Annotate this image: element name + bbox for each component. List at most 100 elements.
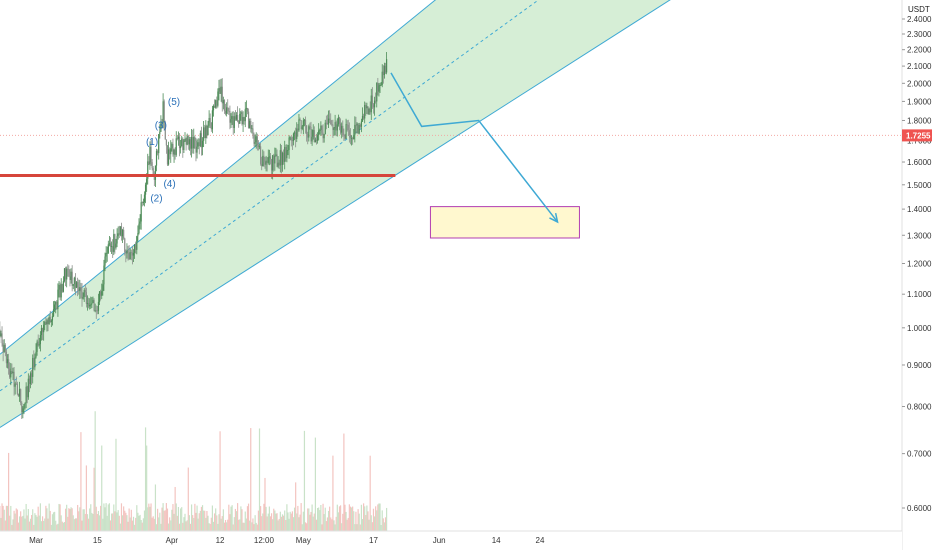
- candle-body: [46, 320, 48, 325]
- volume-bar: [83, 509, 85, 531]
- volume-bar: [255, 522, 257, 531]
- channel-lower-line[interactable]: [0, 0, 796, 428]
- candle-body: [330, 120, 332, 125]
- candle-body: [313, 130, 315, 143]
- volume-bar: [55, 520, 57, 531]
- volume-bar: [286, 504, 288, 531]
- candle-body: [347, 124, 349, 131]
- candle-body: [94, 310, 96, 312]
- candle-body: [195, 140, 197, 153]
- projection-path[interactable]: [390, 72, 559, 223]
- volume-bar: [39, 503, 41, 531]
- volume-bar: [40, 521, 43, 531]
- volume-bar: [149, 506, 151, 531]
- volume-bar: [252, 518, 254, 531]
- candle-body: [343, 134, 345, 136]
- target-zone-box[interactable]: [429, 206, 580, 239]
- volume-bar: [263, 503, 265, 531]
- candle-body: [223, 100, 226, 111]
- volume-bar: [158, 517, 160, 531]
- candle-body: [209, 117, 211, 123]
- volume-bar: [237, 503, 239, 531]
- candle-body: [337, 117, 339, 125]
- candle-body: [82, 296, 84, 299]
- volume-bar: [373, 516, 376, 531]
- candle-body: [205, 125, 207, 138]
- volume-bar: [97, 511, 100, 531]
- volume-bar: [321, 524, 323, 531]
- volume-bar: [318, 507, 320, 531]
- candle-body: [39, 334, 41, 345]
- volume-bar: [343, 433, 345, 531]
- candle-body: [38, 344, 40, 346]
- wave-label[interactable]: (1): [146, 137, 158, 148]
- candle-body: [68, 269, 70, 277]
- wave-label[interactable]: (3): [155, 120, 167, 131]
- wave-label[interactable]: (4): [163, 179, 175, 190]
- candle-body: [175, 138, 177, 155]
- wave-label[interactable]: (5): [168, 97, 180, 108]
- candle-body: [226, 107, 228, 114]
- volume-bar: [249, 520, 251, 531]
- y-tick-label: 2.3000: [907, 30, 932, 39]
- candle-body: [25, 386, 27, 403]
- volume-bar: [96, 513, 98, 531]
- volume-bar: [106, 515, 108, 531]
- candle-body: [44, 321, 46, 325]
- candle-body: [84, 289, 86, 293]
- candle-body: [309, 126, 311, 128]
- volume-bar: [16, 509, 18, 531]
- volume-bar: [8, 452, 10, 531]
- candle-body: [267, 157, 269, 163]
- volume-bar: [320, 504, 322, 531]
- candle-body: [169, 149, 171, 155]
- volume-bar: [10, 505, 12, 531]
- candle-body: [172, 143, 174, 155]
- candle-body: [262, 155, 264, 167]
- volume-bar: [182, 522, 184, 531]
- volume-bar: [125, 512, 127, 531]
- candle-body: [4, 344, 6, 352]
- candle-body: [363, 115, 365, 119]
- candle-body: [71, 271, 73, 286]
- candle-body: [314, 139, 316, 143]
- wave-label[interactable]: (2): [150, 194, 162, 205]
- volume-bar: [105, 503, 107, 531]
- volume-bar: [18, 516, 21, 531]
- candle-body: [286, 150, 288, 159]
- candle-body: [378, 85, 380, 92]
- candle-body: [48, 317, 50, 324]
- candle-body: [117, 233, 119, 237]
- volume-bar: [102, 518, 104, 531]
- volume-bar: [6, 505, 9, 531]
- volume-bar: [37, 506, 39, 531]
- volume-bar: [215, 508, 217, 531]
- candle-body: [284, 147, 286, 162]
- candle-body: [265, 160, 267, 165]
- volume-bar: [151, 517, 153, 531]
- volume-bar: [81, 520, 83, 531]
- candle-body: [306, 125, 308, 134]
- volume-bar: [242, 522, 244, 531]
- candle-body: [108, 243, 111, 245]
- candle-body: [102, 284, 104, 292]
- volume-bar: [361, 519, 364, 531]
- y-tick-label: 1.8000: [907, 116, 932, 125]
- volume-bar: [228, 504, 230, 531]
- candle-body: [333, 128, 335, 130]
- volume-bar: [152, 516, 154, 531]
- y-tick-label: 0.9000: [907, 361, 932, 370]
- volume-bar: [108, 503, 111, 531]
- x-tick-label: 24: [536, 536, 545, 545]
- volume-bar: [310, 511, 312, 531]
- candle-body: [244, 109, 246, 122]
- candle-body: [147, 161, 149, 179]
- volume-bar: [26, 515, 28, 531]
- volume-bar: [323, 514, 325, 531]
- candle-body: [346, 124, 348, 125]
- candle-body: [345, 124, 347, 139]
- volume-bar: [121, 515, 124, 531]
- candle-body: [109, 243, 112, 247]
